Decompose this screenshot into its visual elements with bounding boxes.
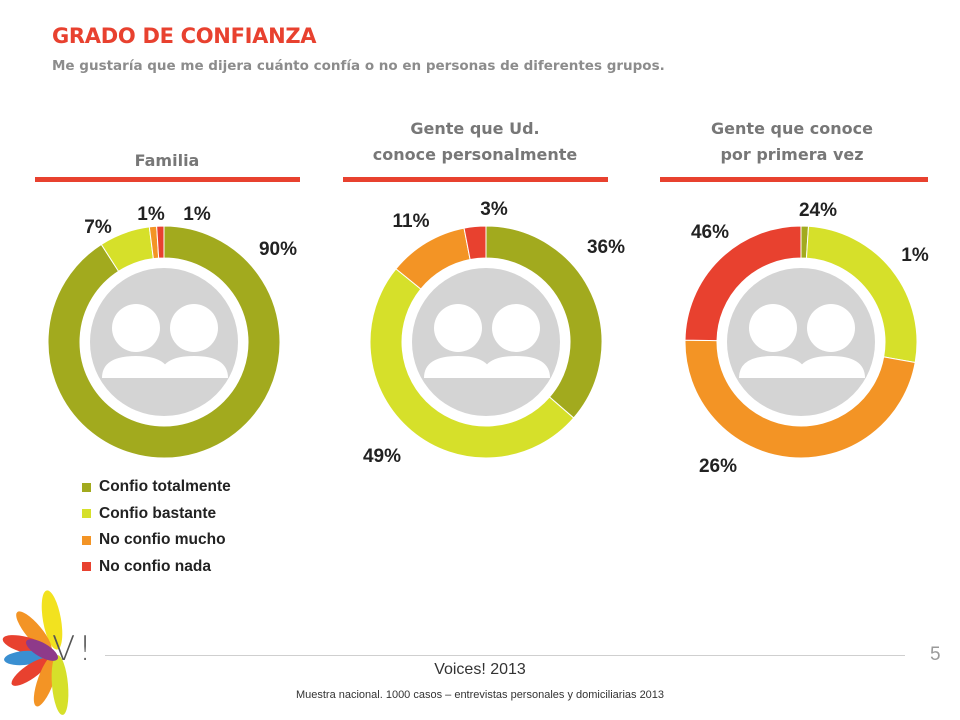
legend-item: No confio mucho	[82, 527, 231, 554]
legend-swatch	[82, 509, 91, 519]
chart-title-line: Gente que Ud.	[410, 119, 540, 138]
two-people-icon	[90, 268, 238, 416]
donut-slice-1-1	[47, 225, 281, 459]
chart-title-personal: Gente que Ud. conoce personalmente	[340, 116, 610, 168]
data-label: 49%	[363, 446, 401, 467]
chart-title-line: Familia	[134, 151, 200, 170]
footer-brand: Voices! 2013	[434, 661, 526, 678]
legend-swatch	[82, 562, 91, 572]
donut-slice-3-3	[684, 339, 916, 459]
legend-label: Confio bastante	[99, 504, 217, 522]
legend-label: No confio nada	[99, 557, 211, 575]
footer-divider	[105, 655, 905, 656]
data-label: 46%	[691, 222, 729, 243]
data-label: 36%	[587, 237, 625, 258]
legend-item: Confio bastante	[82, 501, 231, 528]
data-label: 1%	[137, 204, 165, 225]
data-label: 1%	[183, 204, 211, 225]
donut-slice-1-4	[156, 225, 165, 259]
chart-title-first-time: Gente que conoce por primera vez	[657, 116, 927, 168]
legend-swatch	[82, 482, 91, 492]
footer-note: Muestra nacional. 1000 casos – entrevist…	[295, 689, 665, 701]
chart-title-line: conoce personalmente	[372, 145, 578, 164]
chart-title-line: Gente que conoce	[711, 119, 873, 138]
chart-title-rule	[343, 177, 608, 182]
page-title: GRADO DE CONFIANZA	[52, 24, 317, 48]
data-label: 26%	[699, 456, 737, 477]
data-label: 7%	[84, 217, 112, 238]
data-label: 11%	[393, 211, 430, 232]
donut-slice-3-4	[684, 225, 802, 342]
legend-item: Confio totalmente	[82, 474, 231, 501]
voices-logo-petals-icon	[2, 590, 69, 715]
voices-logo-text: V!	[52, 629, 95, 669]
page-subtitle: Me gustaría que me dijera cuánto confía …	[52, 58, 665, 74]
donut-slice-2-4	[463, 225, 487, 261]
two-people-icon	[412, 268, 560, 416]
legend-swatch	[82, 535, 91, 545]
chart-legend: Confio totalmente Confio bastante No con…	[82, 474, 231, 580]
chart-title-line: por primera vez	[720, 145, 864, 164]
donut-slice-2-2	[369, 268, 575, 459]
chart-title-rule	[660, 177, 928, 182]
data-label: 90%	[259, 239, 297, 260]
data-label: 24%	[799, 200, 837, 221]
chart-title-familia: Familia	[32, 148, 302, 174]
two-people-icon	[727, 268, 875, 416]
legend-item: No confio nada	[82, 554, 231, 581]
page-number: 5	[930, 644, 941, 665]
legend-label: No confio mucho	[99, 531, 226, 549]
chart-title-rule	[35, 177, 300, 182]
data-label: 3%	[480, 199, 508, 220]
legend-label: Confio totalmente	[99, 478, 231, 496]
data-label: 1%	[901, 245, 929, 266]
